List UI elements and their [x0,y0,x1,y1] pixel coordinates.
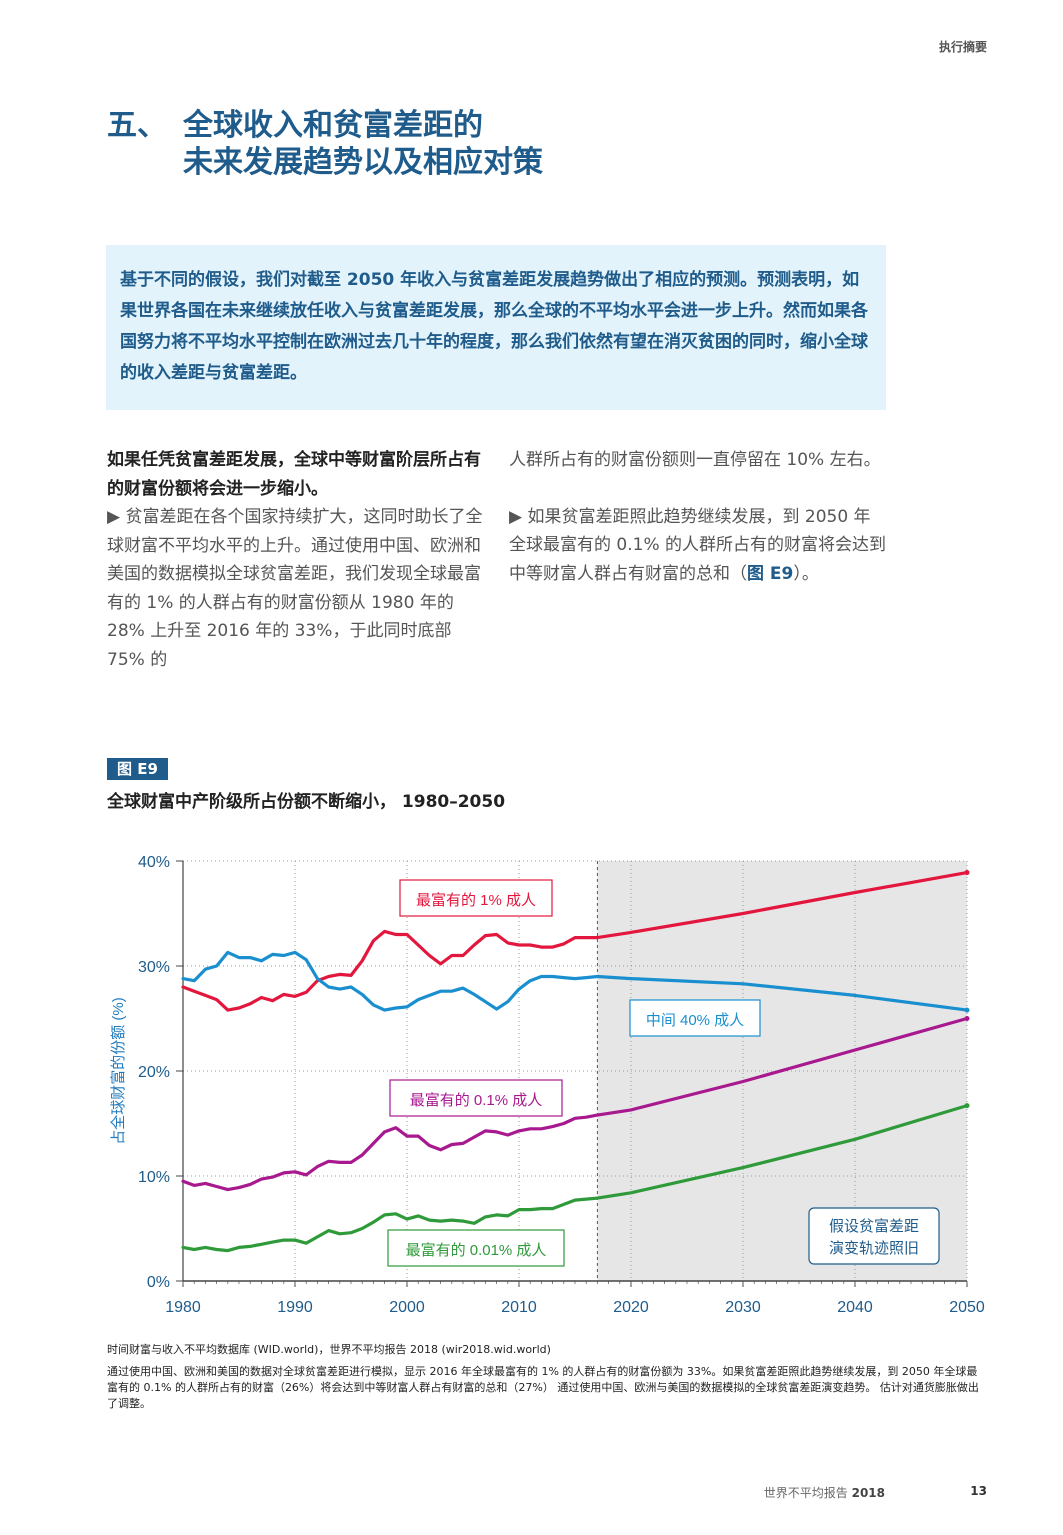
body-paragraph-2: ▶ 如果贫富差距照此趋势继续发展，到 2050 年全球最富有的 0.1% 的人群… [509,503,887,589]
footer-report-title: 世界不平均报告 2018 [764,1484,885,1501]
series-endpoint [964,1016,970,1021]
footer-title-year: 2018 [851,1486,885,1500]
figure-tag: 图 E9 [107,758,168,780]
x-tick-label: 2010 [501,1299,537,1316]
body-paragraph-continued: 人群所占有的财富份额则一直停留在 10% 左右。 [509,450,881,470]
section-title-line2: 未来发展趋势以及相应对策 [183,145,543,180]
series-endpoint [964,1103,970,1109]
x-tick-label: 2000 [389,1299,425,1316]
projection-label-line2: 演变轨迹照旧 [829,1240,919,1257]
grid-lines [183,860,968,1281]
series-line [181,1016,969,1192]
series-line [181,950,969,1012]
x-tick-label: 1980 [165,1299,201,1316]
y-tick-label: 0% [147,1274,170,1291]
figure-note-text: 通过使用中国、欧洲和美国的数据对全球贫富差距进行模拟，显示 2016 年全球最富… [107,1365,979,1410]
body-column-left: 如果任凭贫富差距发展，全球中等财富阶层所占有的财富份额将会进一步缩小。 ▶ 贫富… [107,446,485,674]
y-tick-label: 10% [138,1169,170,1186]
y-tick-label: 40% [138,854,170,871]
body-paragraph-2-text: ▶ 如果贫富差距照此趋势继续发展，到 2050 年全球最富有的 0.1% 的人群… [509,506,886,584]
body-column-right: 人群所占有的财富份额则一直停留在 10% 左右。 ▶ 如果贫富差距照此趋势继续发… [509,446,887,588]
y-tick-label: 20% [138,1064,170,1081]
series-label-box [389,1079,563,1117]
body-lead: 如果任凭贫富差距发展，全球中等财富阶层所占有的财富份额将会进一步缩小。 [107,450,481,499]
section-number: 五、 [107,108,167,143]
series-label: 最富有的 1% 成人 [416,891,536,909]
figure-title: 全球财富中产阶级所占份额不断缩小， 1980–2050 [107,792,506,812]
y-tick-label: 30% [138,959,170,976]
projection-label: 假设贫富差距 演变轨迹照旧 [808,1207,940,1265]
series-label-box [387,1229,565,1267]
header-label: 执行摘要 [938,40,987,54]
series-label: 中间 40% 成人 [646,1012,744,1029]
summary-box: 基于不同的假设，我们对截至 2050 年收入与贫富差距发展趋势做出了相应的预测。… [106,245,886,410]
section-title-line1: 全球收入和贫富差距的 [183,108,483,143]
x-tick-label: 2040 [837,1299,873,1316]
series-label: 最富有的 0.01% 成人 [406,1241,547,1259]
chart-axes: 0% 10% 20% 30% 40% 1980 1990 2000 2010 2020 2030 20… [138,854,985,1316]
body-paragraph-2-end: ）。 [793,563,819,584]
series-label-box [399,879,553,917]
figure-source: 时间财富与收入不平均数据库 (WID.world)，世界不平均报告 2018 (… [107,1343,551,1356]
x-tick-label: 2020 [613,1299,649,1316]
x-tick-label: 1990 [277,1299,313,1316]
projection-label-box [808,1207,940,1265]
series-label: 最富有的 0.1% 成人 [410,1091,543,1109]
series-line [181,1104,969,1253]
x-tick-label: 2050 [949,1299,985,1316]
page-number: 13 [970,1484,987,1498]
projection-label-line1: 假设贫富差距 [829,1217,919,1235]
wealth-share-chart: 0% 10% 20% 30% 40% 1980 1990 2000 2010 2020 2030 20… [109,854,985,1316]
series-lines [181,870,970,1253]
x-tick-label: 2030 [725,1299,761,1316]
footer-title-text: 世界不平均报告 [763,1486,852,1500]
y-axis-label: 占全球财富的份额 (%) [109,997,127,1145]
series-endpoint [964,1007,970,1013]
series-label-box [629,999,761,1037]
series-endpoint [964,870,970,876]
figure-notes: 时间财富与收入不平均数据库 (WID.world)，世界不平均报告 2018 (… [107,1342,987,1418]
body-paragraph: ▶ 贫富差距在各个国家持续扩大，这同时助长了全球财富不平均水平的上升。通过使用中… [107,507,483,670]
figure-reference-link[interactable]: 图 E9 [747,563,794,584]
series-line [181,871,969,1012]
